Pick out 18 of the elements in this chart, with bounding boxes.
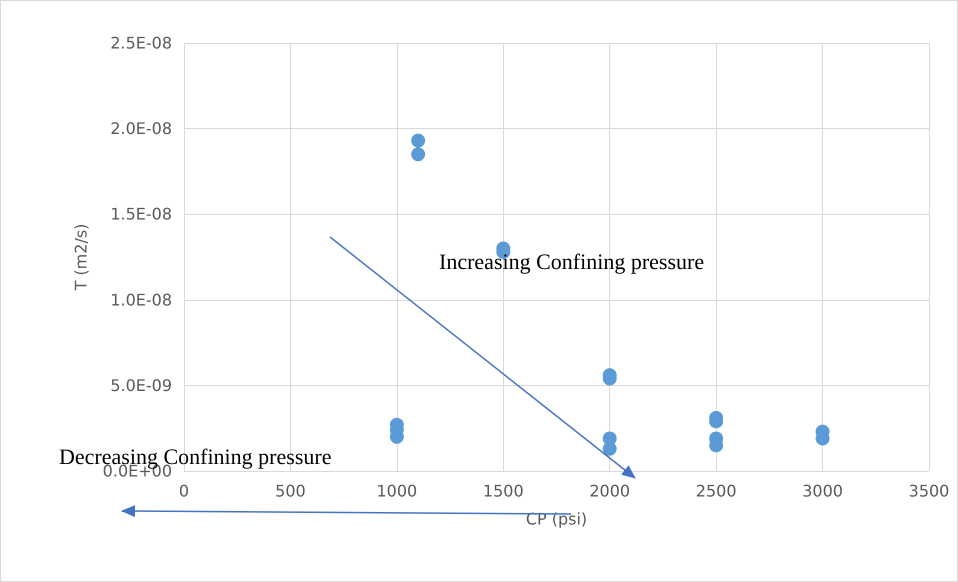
y-tick-label: 1.5E-08 <box>110 204 172 224</box>
x-tick-label: 2000 <box>589 482 630 500</box>
y-axis-title: T (m2/s) <box>72 224 90 292</box>
y-tick-label: 2.5E-08 <box>110 34 172 52</box>
x-tick-label: 0 <box>178 482 190 500</box>
point <box>602 442 617 456</box>
x-tick-label: 2500 <box>696 482 736 500</box>
x-tick-label: 3500 <box>908 482 950 500</box>
point <box>411 134 426 148</box>
y-tick-label: 2.0E-08 <box>110 119 172 138</box>
annotation: Increasing Confining pressure <box>439 249 704 275</box>
point <box>411 147 426 162</box>
x-tick-label: 1000 <box>376 482 418 500</box>
x-tick-label: 500 <box>275 482 306 500</box>
y-tick-label: 5.0E-09 <box>110 376 172 395</box>
y-tick-label: 1.0E-08 <box>110 290 172 310</box>
x-tick-label: 3000 <box>802 482 843 500</box>
x-tick-label: 1500 <box>482 482 524 500</box>
